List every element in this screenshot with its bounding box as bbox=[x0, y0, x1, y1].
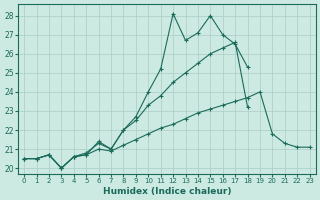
X-axis label: Humidex (Indice chaleur): Humidex (Indice chaleur) bbox=[103, 187, 231, 196]
